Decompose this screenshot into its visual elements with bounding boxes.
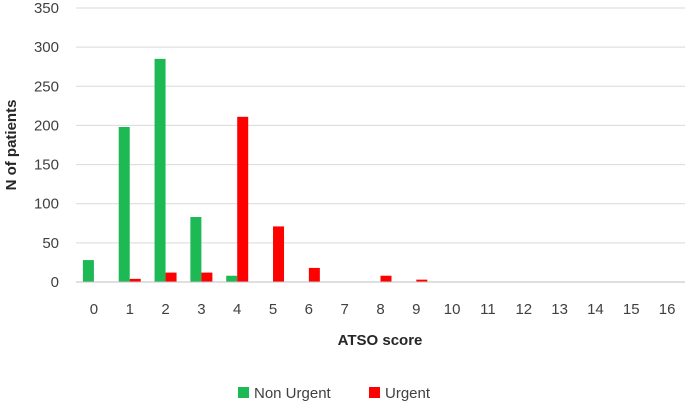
y-tick-labels: 0 50 100 150 200 250 300 350 xyxy=(34,0,59,291)
y-tick-label: 300 xyxy=(34,39,59,56)
legend-swatch-urgent xyxy=(369,387,380,398)
x-tick-labels: 0 1 2 3 4 5 6 7 8 9 10 11 12 13 14 15 16 xyxy=(90,301,676,318)
gridlines xyxy=(76,7,685,244)
bar-urgent-6 xyxy=(308,267,320,282)
bar-urgent-8 xyxy=(380,275,392,282)
x-tick-label: 15 xyxy=(623,301,640,318)
y-tick-label: 100 xyxy=(34,196,59,213)
bar-non-urgent-3 xyxy=(190,217,202,282)
x-tick-label: 12 xyxy=(515,301,532,318)
x-tick-label: 3 xyxy=(197,301,205,318)
x-tick-label: 6 xyxy=(305,301,313,318)
y-tick-label: 150 xyxy=(34,157,59,174)
x-tick-label: 13 xyxy=(551,301,568,318)
y-axis-title: N of patients xyxy=(3,100,20,191)
x-tick-label: 4 xyxy=(233,301,241,318)
y-tick-label: 250 xyxy=(34,78,59,95)
bar-non-urgent-0 xyxy=(82,260,94,282)
legend-label-urgent: Urgent xyxy=(385,385,431,402)
x-tick-label: 11 xyxy=(480,301,496,318)
x-tick-label: 7 xyxy=(341,301,349,318)
x-tick-label: 9 xyxy=(412,301,420,318)
bar-urgent-1 xyxy=(129,278,141,282)
legend-swatch-non-urgent xyxy=(238,387,249,398)
legend: Non Urgent Urgent xyxy=(238,385,431,402)
x-tick-label: 2 xyxy=(161,301,169,318)
y-tick-label: 350 xyxy=(34,0,59,17)
y-tick-label: 200 xyxy=(34,117,59,134)
legend-label-non-urgent: Non Urgent xyxy=(254,385,332,402)
x-tick-label: 5 xyxy=(269,301,277,318)
bar-urgent-9 xyxy=(416,279,428,282)
bars xyxy=(82,58,428,283)
x-tick-label: 0 xyxy=(90,301,98,318)
y-tick-label: 0 xyxy=(51,274,59,291)
x-tick-label: 14 xyxy=(587,301,604,318)
bar-urgent-4 xyxy=(237,116,249,283)
y-tick-label: 50 xyxy=(42,235,59,252)
x-tick-label: 10 xyxy=(444,301,461,318)
bar-non-urgent-2 xyxy=(154,58,166,283)
x-tick-label: 1 xyxy=(126,301,134,318)
bar-non-urgent-4 xyxy=(226,275,238,282)
x-tick-label: 8 xyxy=(376,301,384,318)
bar-urgent-2 xyxy=(165,272,177,282)
bar-non-urgent-1 xyxy=(118,126,130,282)
x-axis-title: ATSO score xyxy=(338,332,423,349)
bar-urgent-5 xyxy=(273,226,285,282)
bar-urgent-3 xyxy=(201,272,213,282)
x-tick-label: 16 xyxy=(659,301,676,318)
